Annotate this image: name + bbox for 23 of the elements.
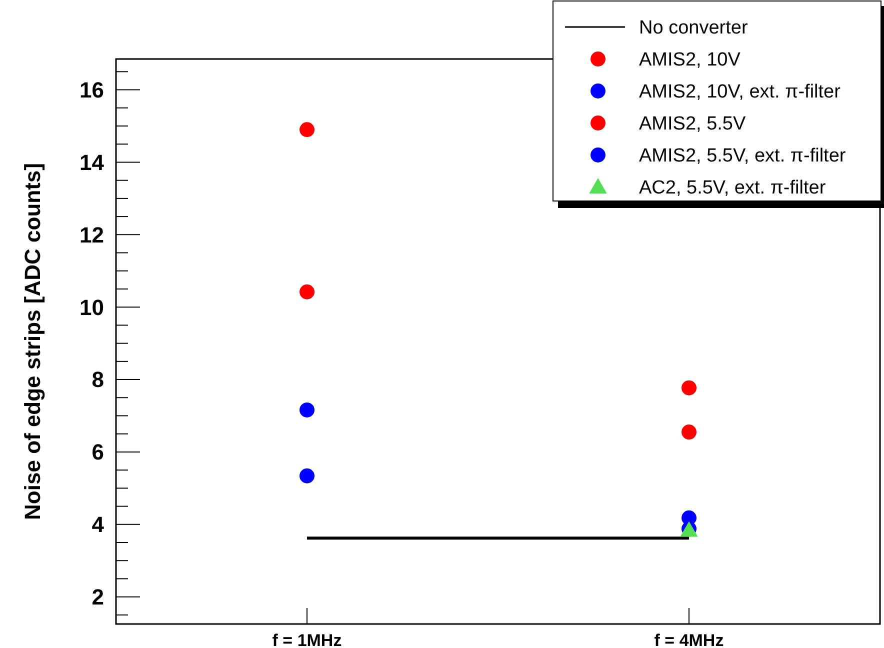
- legend-label: AMIS2, 5.5V, ext. π-filter: [639, 146, 846, 167]
- legend-label: AC2, 5.5V, ext. π-filter: [639, 178, 826, 199]
- point: [300, 468, 314, 484]
- y-tick-label: 14: [80, 150, 105, 175]
- x-tick-label: f = 4MHz: [654, 631, 724, 648]
- legend-label: No converter: [639, 18, 748, 39]
- point: [300, 122, 314, 138]
- y-tick-label: 12: [80, 222, 104, 248]
- y-axis-title: Noise of edge strips [ADC counts]: [20, 163, 45, 520]
- y-tick-label: 6: [92, 440, 104, 465]
- x-tick-label: f = 1MHz: [272, 631, 342, 648]
- y-tick-label: 8: [92, 367, 104, 392]
- point: [682, 424, 696, 440]
- legend-label: AMIS2, 10V: [639, 50, 741, 71]
- y-tick-label: 2: [92, 584, 104, 610]
- legend-label: AMIS2, 10V, ext. π-filter: [639, 82, 842, 103]
- point: [682, 380, 696, 396]
- legend-label: AMIS2, 5.5V: [639, 114, 746, 135]
- y-tick-label: 16: [80, 77, 104, 102]
- point: [300, 284, 314, 300]
- point: [300, 402, 314, 418]
- y-tick-label: 4: [92, 512, 105, 538]
- y-tick-label: 10: [80, 294, 104, 320]
